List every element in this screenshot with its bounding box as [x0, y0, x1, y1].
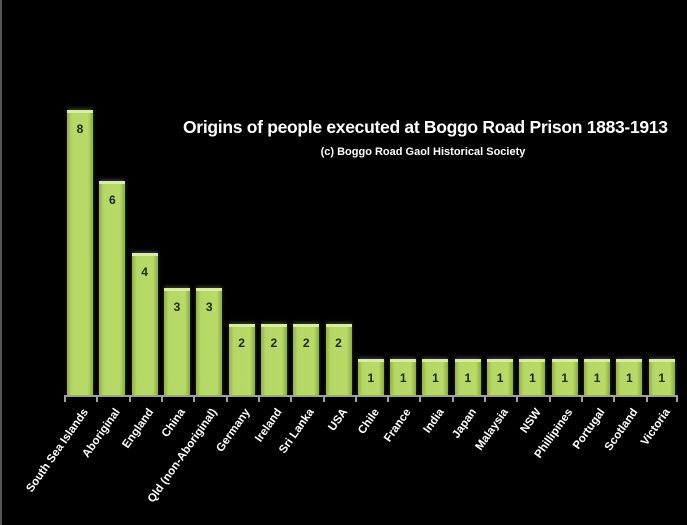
bar: 8	[67, 110, 93, 395]
x-tick	[193, 397, 196, 402]
x-tick-label: Japan	[450, 406, 480, 441]
bar-value-label: 1	[432, 371, 439, 386]
x-tick-label: Scotland	[602, 406, 640, 454]
x-tick-label: Germany	[214, 406, 253, 455]
x-tick-label: Chile	[356, 406, 383, 437]
x-tick	[645, 397, 648, 402]
bar-value-label: 2	[335, 335, 342, 350]
x-tick	[613, 397, 616, 402]
bar-value-label: 1	[367, 371, 375, 386]
bar: 2	[260, 323, 287, 395]
bar-value-label: 1	[593, 371, 601, 386]
x-tick-label: Ireland	[253, 406, 285, 445]
bar-value-label: 3	[205, 300, 213, 315]
x-tick-label: China	[159, 406, 188, 440]
x-tick	[581, 397, 584, 402]
bar: 2	[228, 323, 255, 395]
x-tick	[484, 397, 487, 402]
x-tick	[354, 397, 357, 402]
bar-value-label: 8	[76, 122, 84, 136]
x-tick	[128, 397, 131, 402]
left-border	[0, 0, 2, 525]
bar-value-label: 1	[399, 371, 407, 386]
bar-value-label: 1	[496, 371, 504, 386]
bar: 1	[648, 359, 675, 395]
bar: 1	[616, 359, 643, 395]
x-tick	[160, 397, 163, 402]
bar: 4	[131, 252, 158, 395]
x-tick-label: Victoria	[638, 406, 673, 448]
bar-value-label: 2	[302, 335, 310, 350]
chart-title: Origins of people executed at Boggo Road…	[183, 117, 668, 137]
x-tick	[451, 397, 454, 402]
bar: 1	[390, 359, 417, 395]
x-tick-label: France	[382, 406, 414, 445]
chart-subtitle: (c) Boggo Road Gaol Historical Society	[320, 146, 526, 158]
bar: 1	[357, 359, 384, 395]
bar-value-label: 1	[626, 371, 633, 386]
x-tick	[419, 397, 422, 402]
bar: 1	[551, 359, 578, 395]
x-tick	[257, 397, 260, 402]
bar: 1	[519, 359, 546, 395]
bar-value-label: 1	[529, 371, 536, 386]
x-tick-label: NSW	[518, 406, 544, 436]
x-tick	[290, 397, 293, 402]
x-tick-label: India	[421, 406, 447, 436]
bar-value-label: 1	[464, 371, 472, 386]
x-tick-label: Malaysia	[473, 406, 512, 453]
bar-value-label: 1	[561, 371, 569, 386]
x-tick-label: Qld (non-Aboriginal)	[146, 406, 221, 506]
x-tick	[676, 397, 678, 402]
x-tick-label: England	[120, 406, 157, 451]
bar-value-label: 3	[173, 300, 181, 315]
x-tick	[322, 397, 325, 402]
x-tick	[387, 397, 390, 402]
bar-value-label: 2	[238, 335, 245, 350]
bar-value-label: 4	[141, 264, 148, 279]
bar: 1	[454, 359, 481, 395]
bar-value-label: 1	[658, 371, 666, 386]
x-tick	[548, 397, 551, 402]
bar: 1	[422, 359, 449, 395]
bar-value-label: 2	[270, 335, 278, 350]
bar-value-label: 6	[108, 193, 116, 208]
bar: 1	[487, 359, 514, 395]
x-axis	[64, 395, 678, 397]
bar: 3	[163, 288, 190, 395]
bar: 3	[196, 288, 223, 395]
bar: 2	[325, 323, 352, 395]
plot-area: 8 6 4 3 3 2 2 2 2 1 1 1 1 1 1 1 1 1 1	[64, 0, 678, 397]
x-tick	[516, 397, 519, 402]
bar: 2	[293, 323, 320, 395]
x-tick	[96, 397, 99, 402]
x-tick	[225, 397, 228, 402]
bar: 6	[99, 181, 126, 395]
x-tick	[64, 397, 66, 402]
bar: 1	[584, 359, 611, 395]
x-tick-label: USA	[326, 406, 350, 434]
